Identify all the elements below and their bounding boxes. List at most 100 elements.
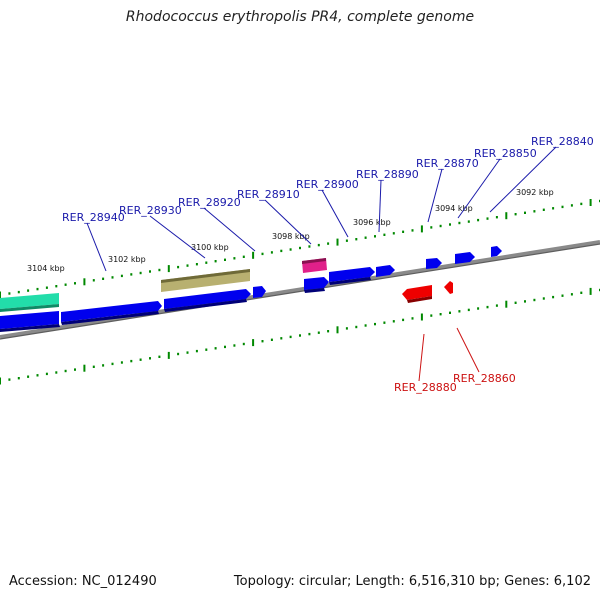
minor-tick: [317, 331, 320, 334]
minor-tick: [355, 238, 358, 241]
minor-tick: [383, 321, 386, 324]
gene-feature[interactable]: [491, 246, 502, 257]
gene-feature[interactable]: [329, 277, 371, 285]
gene-feature[interactable]: [0, 311, 59, 329]
minor-tick: [64, 283, 67, 286]
kbp-label: 3102 kbp: [108, 255, 146, 264]
gene-feature[interactable]: [164, 299, 247, 312]
minor-tick: [308, 332, 311, 336]
minor-tick: [486, 217, 489, 220]
minor-tick: [224, 258, 226, 261]
gene-feature[interactable]: [329, 267, 375, 282]
minor-tick: [177, 265, 180, 269]
minor-tick: [439, 313, 442, 316]
gene-label[interactable]: RER_28860: [453, 372, 516, 385]
minor-tick: [561, 205, 564, 209]
gene-label[interactable]: RER_28900: [296, 178, 359, 191]
minor-tick: [533, 210, 536, 213]
minor-tick: [364, 236, 367, 239]
gene-feature[interactable]: [304, 288, 325, 293]
gene-feature[interactable]: [444, 281, 453, 294]
minor-tick: [261, 340, 264, 343]
gene-feature[interactable]: [402, 285, 432, 300]
minor-tick: [92, 279, 95, 282]
minor-tick: [64, 369, 67, 373]
minor-tick: [289, 248, 292, 251]
gene-feature[interactable]: [426, 258, 442, 269]
minor-tick: [139, 358, 142, 361]
major-tick: [336, 326, 339, 334]
minor-tick: [177, 352, 180, 356]
minor-tick: [205, 348, 208, 351]
gene-label[interactable]: RER_28920: [178, 196, 241, 209]
gene-feature[interactable]: [302, 258, 326, 264]
minor-tick: [327, 242, 330, 245]
gene-feature[interactable]: [304, 277, 329, 290]
gene-feature[interactable]: [407, 296, 432, 303]
minor-tick: [27, 289, 30, 292]
gene-label[interactable]: RER_28870: [416, 157, 479, 170]
minor-tick: [205, 261, 208, 264]
gene-feature[interactable]: [61, 301, 162, 322]
minor-tick: [36, 374, 39, 377]
minor-tick: [214, 260, 217, 263]
major-tick: [252, 339, 255, 347]
kbp-label: 3094 kbp: [435, 204, 473, 213]
gene-label[interactable]: RER_28840: [531, 135, 594, 148]
leader-line: [321, 189, 349, 238]
major-tick: [505, 212, 508, 220]
major-tick: [336, 238, 339, 246]
accession-text: Accession: NC_012490: [9, 574, 157, 589]
minor-tick: [55, 285, 58, 288]
leader-line: [456, 327, 480, 373]
gene-feature[interactable]: [455, 252, 475, 264]
minor-tick: [374, 235, 376, 238]
gene-feature[interactable]: [161, 269, 250, 283]
minor-tick: [561, 294, 564, 297]
gene-feature[interactable]: [164, 289, 251, 309]
gene-feature[interactable]: [253, 286, 266, 298]
minor-tick: [430, 314, 433, 317]
minor-tick: [102, 277, 105, 280]
minor-tick: [383, 233, 386, 236]
gene-feature[interactable]: [61, 311, 159, 325]
gene-feature[interactable]: [376, 265, 395, 277]
major-tick: [83, 278, 86, 286]
minor-tick: [27, 375, 30, 378]
minor-tick: [186, 264, 189, 267]
tick-row-lower: [0, 287, 600, 385]
gene-label[interactable]: RER_28910: [237, 188, 300, 201]
minor-tick: [345, 327, 348, 330]
major-tick: [167, 265, 170, 273]
gene-label[interactable]: RER_28940: [62, 211, 125, 224]
minor-tick: [392, 320, 395, 323]
gene-label[interactable]: RER_28890: [356, 168, 419, 181]
gene-feature[interactable]: [0, 293, 59, 309]
kbp-label: 3098 kbp: [272, 232, 310, 241]
minor-tick: [467, 220, 470, 223]
minor-tick: [74, 282, 76, 285]
minor-tick: [289, 335, 292, 339]
major-tick: [420, 225, 423, 233]
minor-tick: [430, 226, 433, 229]
minor-tick: [111, 276, 114, 279]
minor-tick: [195, 263, 198, 266]
gene-label[interactable]: RER_28930: [119, 204, 182, 217]
minor-tick: [524, 300, 526, 303]
gene-feature[interactable]: [0, 304, 59, 312]
minor-tick: [514, 301, 517, 304]
minor-tick: [270, 338, 273, 341]
minor-tick: [102, 364, 105, 367]
major-tick: [589, 287, 592, 295]
gene-label[interactable]: RER_28850: [474, 147, 537, 160]
kbp-label: 3104 kbp: [27, 264, 65, 273]
minor-tick: [533, 298, 536, 302]
genome-backbone: [0, 240, 600, 339]
minor-tick: [36, 287, 39, 291]
minor-tick: [233, 257, 236, 260]
gene-feature[interactable]: [0, 324, 60, 332]
gene-label[interactable]: RER_28880: [394, 381, 457, 394]
minor-tick: [402, 318, 405, 322]
leader-line: [489, 146, 557, 213]
